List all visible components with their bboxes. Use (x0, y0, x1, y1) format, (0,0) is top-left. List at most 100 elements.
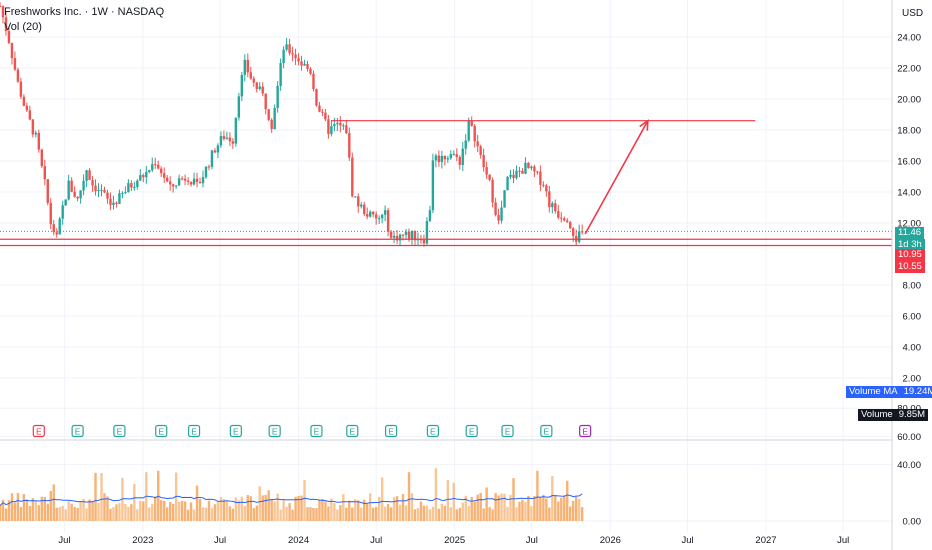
candle-body (124, 192, 127, 194)
volume-bar (476, 494, 479, 521)
candle-body (237, 96, 241, 118)
earnings-marker-label: E (158, 426, 164, 436)
earnings-marker-label: E (191, 426, 197, 436)
earnings-marker-box (426, 424, 439, 438)
volume-bar (171, 503, 175, 521)
volume-bar (389, 507, 393, 521)
earnings-marker-box (540, 424, 553, 438)
candle-body (228, 137, 232, 142)
volume-badge: Volume 9.85M (858, 409, 929, 421)
price-axis-label: 4.00 (903, 343, 922, 354)
candle-body (530, 166, 533, 169)
candle-body (467, 120, 470, 141)
earnings-marker-icon[interactable]: E (579, 424, 592, 438)
volume-bar (0, 505, 2, 521)
earnings-marker-label: E (544, 426, 550, 436)
candle-body (339, 122, 342, 126)
volume-bar (515, 507, 518, 521)
volume-axis-label: 40.00 (897, 460, 921, 471)
chart-drawings[interactable] (0, 119, 892, 247)
volume-bar (551, 476, 554, 521)
candle-body (142, 175, 145, 178)
volume-bar (449, 507, 453, 521)
earnings-marker-icon[interactable]: E (426, 424, 439, 438)
candle-body (1, 6, 5, 18)
earnings-marker-icon[interactable]: E (32, 424, 45, 438)
candle-body (383, 210, 387, 215)
candle-body (479, 146, 482, 155)
earnings-marker-icon[interactable]: E (71, 424, 84, 438)
volume-bar (300, 495, 303, 521)
symbol-title[interactable]: Freshworks Inc. · 1W · NASDAQ (4, 6, 165, 18)
time-axis-label: 2026 (600, 535, 621, 546)
earnings-marker-icon[interactable]: E (346, 424, 359, 438)
candle-body (473, 125, 476, 142)
candle-body (303, 63, 306, 66)
price-axis[interactable]: 24.00 22.00 20.00 18.00 16.00 14.00 12.00 8.00 6… (897, 33, 921, 385)
volume-bar (100, 472, 103, 521)
candle-body (67, 180, 70, 200)
volume-bar (228, 506, 232, 521)
candle-body (354, 196, 357, 198)
earnings-marker-icon[interactable]: E (310, 424, 323, 438)
volume-bar (360, 507, 363, 521)
earnings-marker-icon[interactable]: E (501, 424, 514, 438)
volume-bar (58, 507, 61, 521)
target-arrow[interactable] (584, 120, 649, 235)
candle-body (488, 174, 491, 180)
volume-bar (503, 493, 506, 521)
volume-bar (330, 498, 333, 521)
candle-body (219, 136, 223, 146)
volume-ma-line (0, 493, 583, 506)
candle-body (572, 228, 575, 237)
price-axis-label: 20.00 (897, 95, 921, 106)
volume-bar (124, 503, 127, 521)
volume-bar (31, 498, 35, 521)
candle-body (148, 170, 151, 173)
volume-bar (225, 501, 229, 521)
volume-bar (339, 505, 342, 521)
volume-bar (127, 506, 130, 521)
volume-bar (252, 508, 255, 521)
volume-bar (210, 508, 214, 521)
volume-bar (560, 497, 563, 521)
time-axis[interactable]: Jul 2023 Jul 2024 Jul 2025 Jul 2026 Jul 2027 Jul (58, 535, 849, 546)
earnings-marker-icon[interactable]: E (540, 424, 553, 438)
candle-body (557, 211, 560, 218)
candle-body (446, 158, 450, 160)
volume-bar (207, 500, 211, 521)
volume-bar (79, 502, 82, 521)
earnings-marker-label: E (272, 426, 278, 436)
volume-bar (216, 501, 220, 521)
volume-bar (198, 499, 202, 521)
earnings-marker-icon[interactable]: E (385, 424, 398, 438)
earnings-marker-icon[interactable]: E (465, 424, 478, 438)
volume-bar (28, 505, 32, 521)
candle-body (88, 170, 91, 180)
earnings-marker-icon[interactable]: E (229, 424, 242, 438)
candle-body (560, 217, 563, 219)
candle-body (569, 222, 572, 229)
volume-indicator-label[interactable]: Vol (20) (4, 21, 42, 33)
earnings-marker-icon[interactable]: E (113, 424, 126, 438)
candle-body (404, 231, 408, 236)
volume-bar (446, 480, 450, 521)
earnings-marker-icon[interactable]: E (268, 424, 281, 438)
candle-body (428, 210, 432, 222)
volume-bar (115, 504, 118, 521)
volume-bar (7, 500, 11, 521)
earnings-marker-icon[interactable]: E (155, 424, 168, 438)
currency-label[interactable]: USD (902, 8, 924, 19)
candle-body (273, 107, 276, 129)
candle-body (258, 86, 261, 89)
earnings-marker-icon[interactable]: E (187, 424, 201, 438)
volume-bar (419, 501, 423, 521)
volume-bar (231, 508, 235, 521)
candle-body (79, 190, 82, 199)
candle-body (503, 190, 506, 208)
time-axis-label: Jul (526, 535, 538, 546)
candle-body (16, 69, 20, 82)
